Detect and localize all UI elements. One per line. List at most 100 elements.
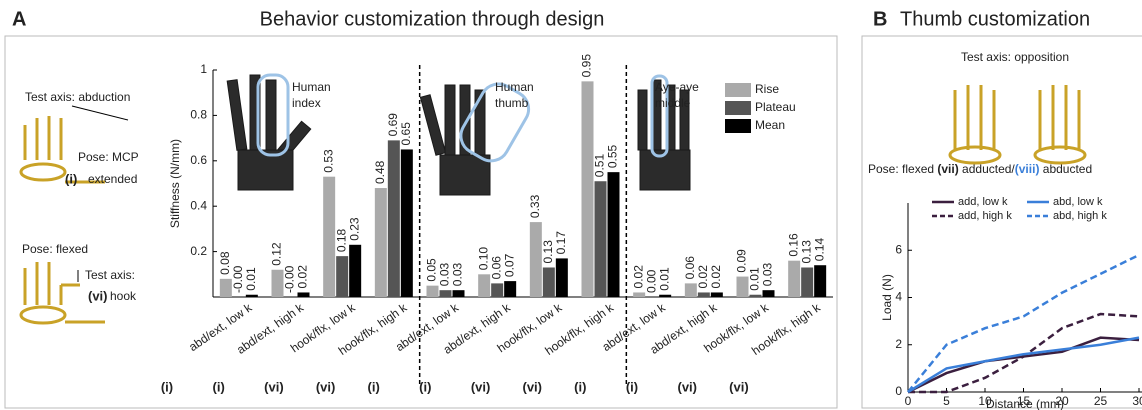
bar bbox=[543, 267, 555, 297]
y-tick-label: 0.4 bbox=[190, 198, 207, 212]
bar bbox=[582, 81, 594, 297]
chart-title: Thumb customization bbox=[900, 8, 1090, 30]
legend-label: abd, high k bbox=[1053, 210, 1107, 222]
illustration-label: Pose: flexed bbox=[22, 242, 88, 256]
illustration-label: hook bbox=[110, 289, 137, 303]
inset-caption-part: (viii) bbox=[1015, 162, 1040, 176]
bar bbox=[814, 265, 826, 297]
inset-caption: Pose: flexed (vii) adducted/(viii) abduc… bbox=[868, 162, 1092, 176]
bar bbox=[763, 290, 775, 297]
value-label: 0.06 bbox=[489, 256, 503, 280]
category-tag: (i) bbox=[213, 379, 225, 394]
y-axis-label: Load (N) bbox=[880, 274, 894, 321]
illustration-label: (vi) bbox=[88, 288, 108, 303]
x-tick-label: 0 bbox=[905, 394, 912, 408]
bar bbox=[375, 188, 387, 297]
illustration-label: (i) bbox=[65, 171, 77, 186]
value-label: 0.06 bbox=[683, 256, 697, 280]
value-label: -0.00 bbox=[231, 265, 245, 293]
value-label: 0.17 bbox=[554, 231, 568, 255]
chart-title: Behavior customization through design bbox=[260, 8, 605, 30]
value-label: 0.07 bbox=[502, 253, 516, 277]
legend-swatch bbox=[725, 119, 751, 133]
value-label: 0.33 bbox=[528, 194, 542, 218]
bar bbox=[336, 256, 348, 297]
bar bbox=[388, 140, 400, 297]
annotation: middle bbox=[655, 96, 691, 110]
line-series bbox=[908, 338, 1139, 392]
value-label: 0.10 bbox=[476, 247, 490, 271]
bar bbox=[711, 292, 723, 297]
bar bbox=[427, 286, 439, 297]
panel-label: A bbox=[12, 8, 26, 30]
category-tag: (i) bbox=[161, 379, 173, 394]
value-label: 0.03 bbox=[451, 263, 465, 287]
value-label: 0.16 bbox=[786, 233, 800, 257]
value-label: 0.48 bbox=[373, 160, 387, 184]
category-tag: (i) bbox=[368, 379, 380, 394]
inset-label: Test axis: opposition bbox=[961, 50, 1069, 64]
figure: A Behavior customization through design … bbox=[0, 0, 1142, 410]
value-label: 0.01 bbox=[244, 267, 258, 291]
value-label: 0.02 bbox=[709, 265, 723, 289]
bar bbox=[788, 261, 800, 297]
legend-swatch bbox=[725, 83, 751, 97]
category-tag: (vi) bbox=[729, 379, 749, 394]
value-label: 0.01 bbox=[657, 267, 671, 291]
value-label: 0.95 bbox=[580, 54, 594, 78]
y-tick-label: 0 bbox=[895, 384, 902, 398]
category-tag: (vi) bbox=[471, 379, 491, 394]
legend-label: add, high k bbox=[958, 210, 1012, 222]
y-tick-label: 4 bbox=[895, 290, 902, 304]
legend-label: add, low k bbox=[958, 196, 1008, 208]
value-label: 0.12 bbox=[270, 242, 284, 266]
bar bbox=[659, 295, 671, 297]
value-label: 0.51 bbox=[593, 154, 607, 178]
x-tick-label: 30 bbox=[1132, 394, 1142, 408]
category-tag: (vi) bbox=[523, 379, 543, 394]
value-label: 0.02 bbox=[296, 265, 310, 289]
legend-label: abd, low k bbox=[1053, 196, 1103, 208]
value-label: 0.23 bbox=[347, 217, 361, 241]
annotation: Human bbox=[292, 80, 331, 94]
legend-swatch bbox=[725, 101, 751, 115]
x-tick-label: 5 bbox=[943, 394, 950, 408]
value-label: 0.13 bbox=[799, 240, 813, 264]
value-label: 0.18 bbox=[334, 228, 348, 252]
panel-b-frame bbox=[862, 36, 1142, 408]
category-tag: (vi) bbox=[264, 379, 284, 394]
value-label: 0.00 bbox=[644, 269, 658, 293]
bar bbox=[698, 292, 710, 297]
hand-illustration bbox=[950, 85, 1085, 163]
legend-label: Plateau bbox=[755, 100, 796, 114]
illustration-label: extended bbox=[88, 172, 137, 186]
annotation: Human bbox=[495, 80, 534, 94]
y-axis-label: Stiffness (N/mm) bbox=[168, 139, 182, 228]
panel-label: B bbox=[873, 8, 887, 30]
line-series bbox=[908, 338, 1139, 392]
value-label: 0.02 bbox=[631, 265, 645, 289]
bar bbox=[453, 290, 465, 297]
category-tag: (vi) bbox=[316, 379, 336, 394]
category-tag: (i) bbox=[574, 379, 586, 394]
value-label: 0.08 bbox=[218, 251, 232, 275]
value-label: 0.55 bbox=[606, 144, 620, 168]
bar bbox=[491, 283, 503, 297]
value-label: 0.69 bbox=[386, 113, 400, 137]
arrow bbox=[72, 106, 128, 120]
illustration-label: Test axis: bbox=[85, 268, 135, 282]
value-label: 0.03 bbox=[761, 263, 775, 287]
illustration-label: Pose: MCP bbox=[78, 150, 139, 164]
bar bbox=[298, 292, 310, 297]
value-label: -0.00 bbox=[283, 265, 297, 293]
y-tick-label: 0.2 bbox=[190, 244, 207, 258]
bar bbox=[608, 172, 620, 297]
inset-caption-part: (vii) bbox=[937, 162, 958, 176]
inset-caption-part: adducted/ bbox=[959, 162, 1016, 176]
category-tag: (i) bbox=[419, 379, 431, 394]
annotation: Aye-aye bbox=[655, 80, 699, 94]
category-tag: (i) bbox=[626, 379, 638, 394]
inset-caption-part: Pose: flexed bbox=[868, 162, 937, 176]
annotation: thumb bbox=[495, 96, 529, 110]
value-label: 0.05 bbox=[425, 258, 439, 282]
